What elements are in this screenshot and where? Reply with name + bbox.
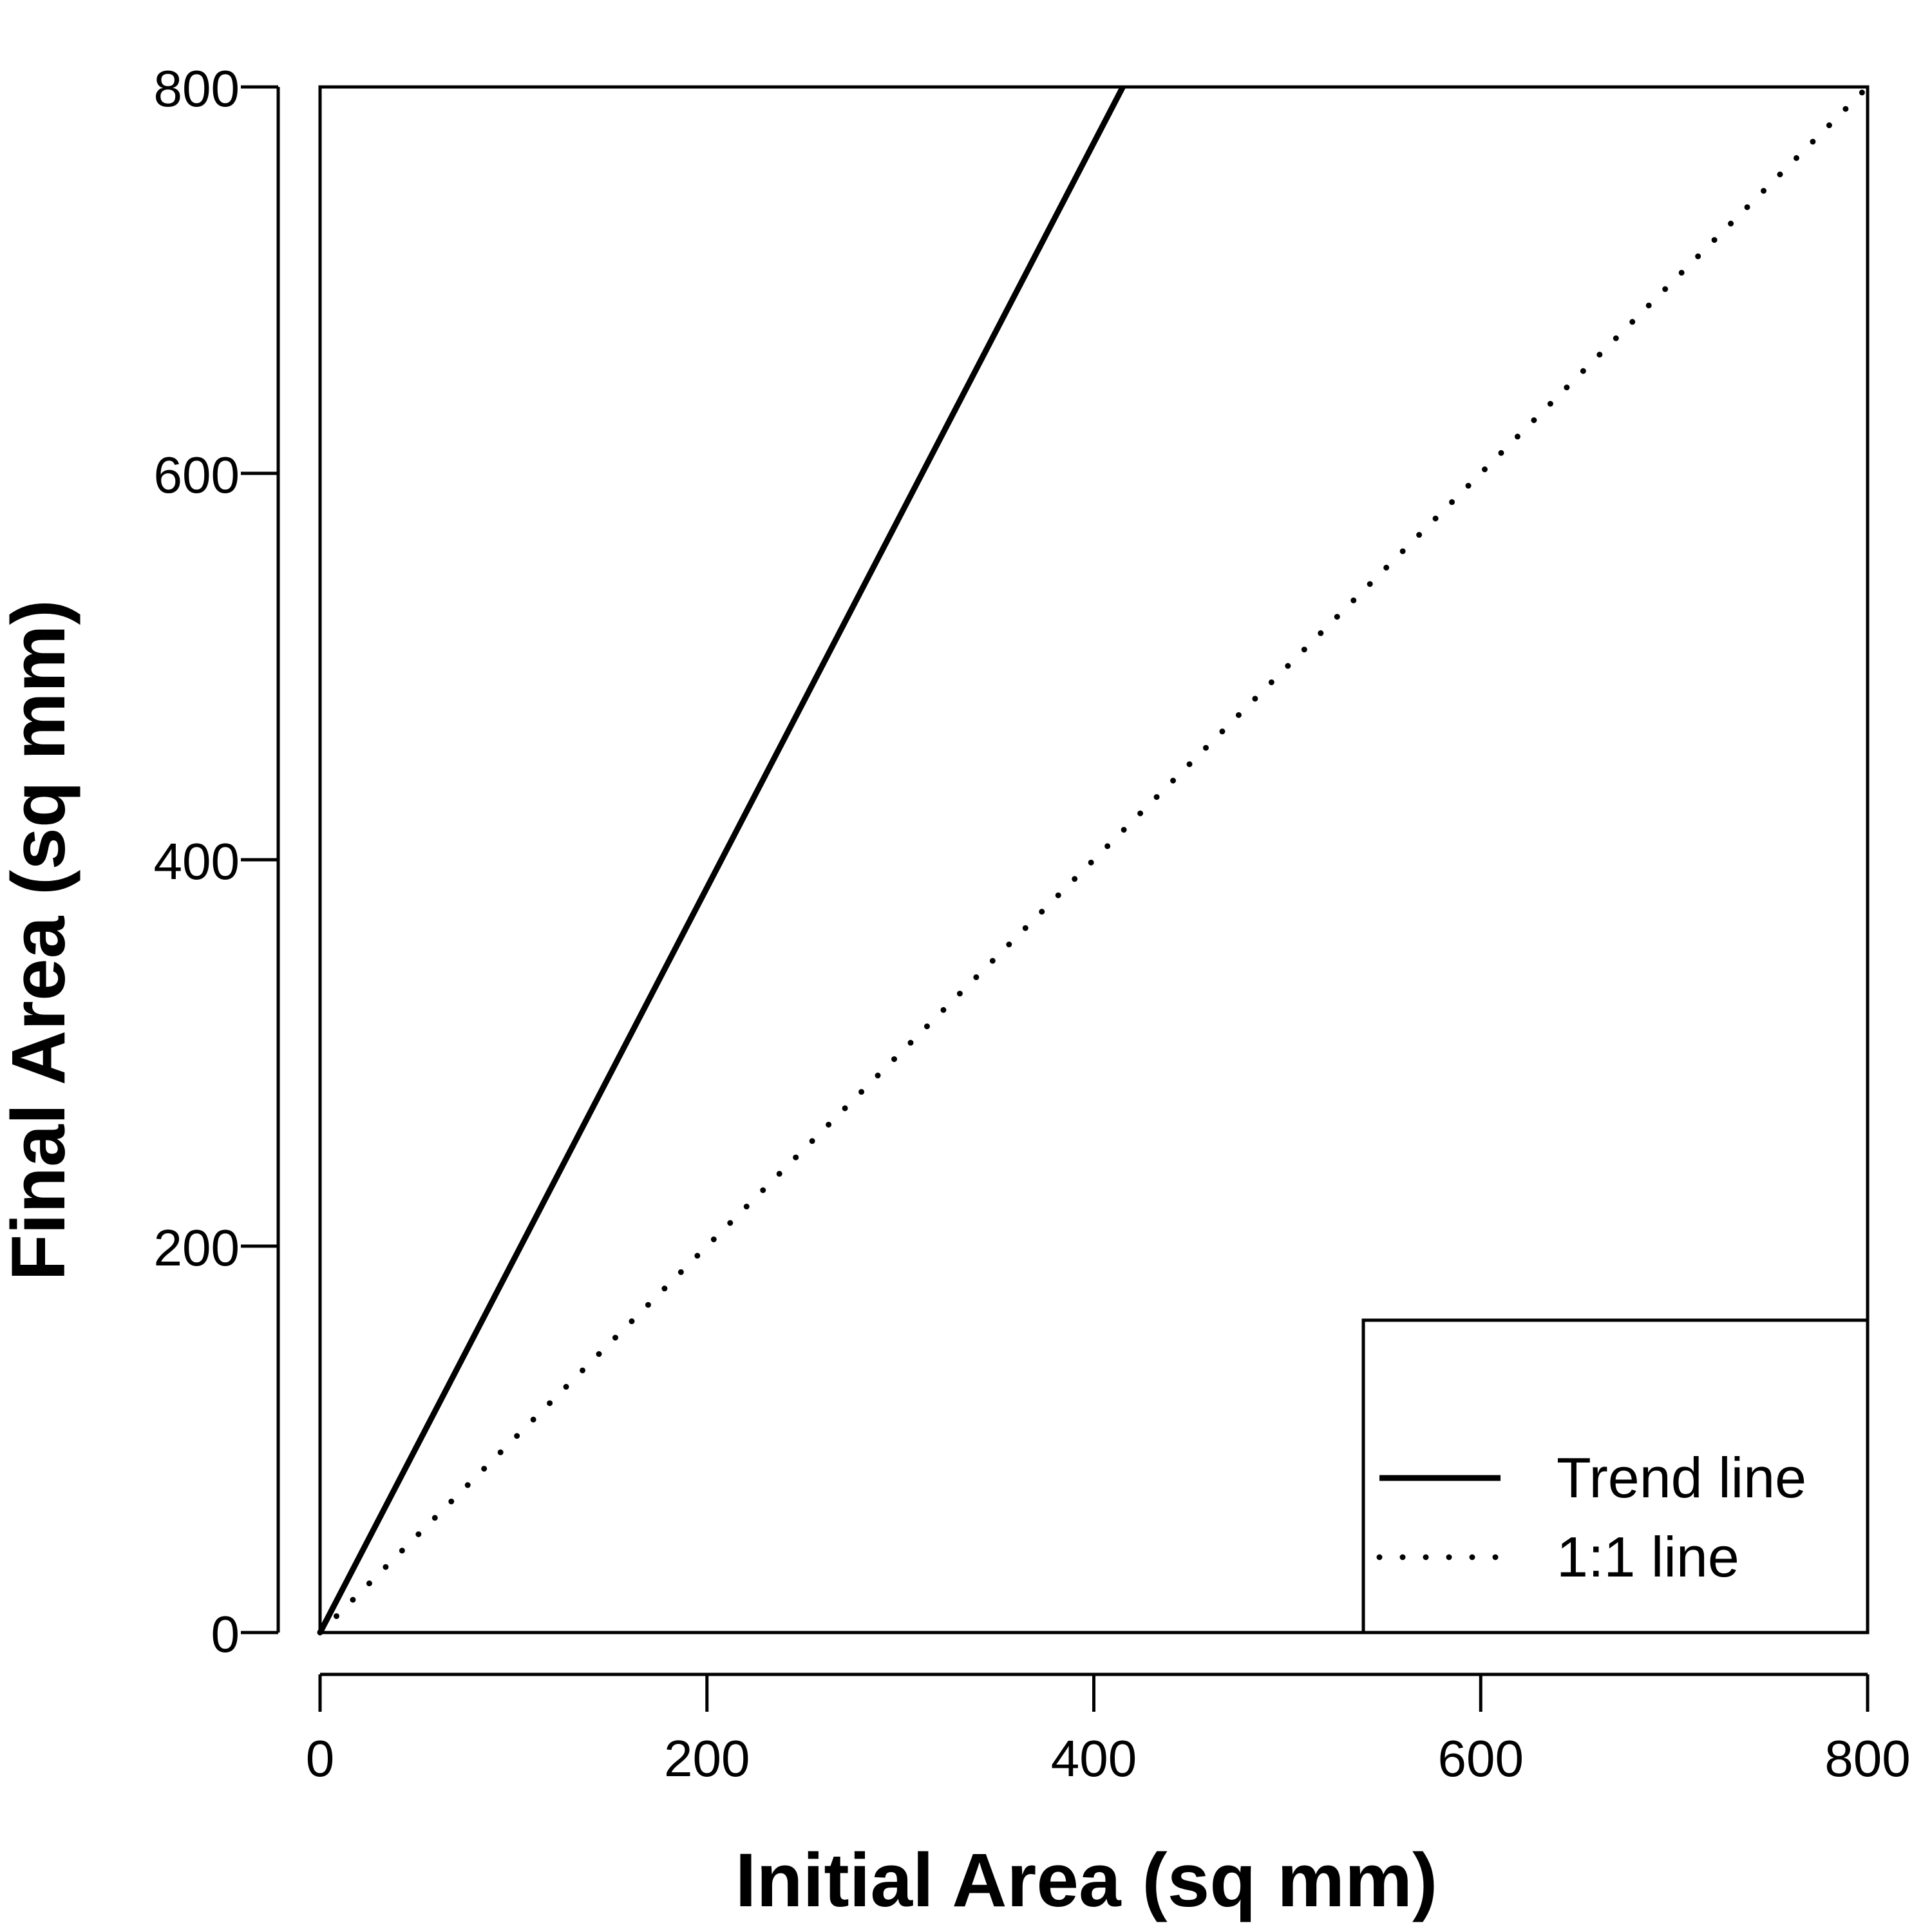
x-tick-label: 600 [1438, 1730, 1524, 1787]
x-tick-label: 0 [306, 1730, 335, 1787]
y-tick-label: 600 [154, 446, 240, 504]
x-axis: 0 200 400 600 800 [306, 1672, 1911, 1787]
series-trend-line [317, 85, 1126, 1634]
y-tick-label: 200 [154, 1219, 240, 1276]
x-tick-label: 200 [664, 1730, 750, 1787]
y-tick-label: 400 [154, 833, 240, 890]
legend: Trend line 1:1 line [1361, 1318, 1870, 1634]
y-tick-label: 0 [211, 1605, 240, 1663]
plot-frame [318, 85, 1870, 1634]
x-axis-title: Initial Area (sq mm) [735, 1838, 1438, 1923]
x-tick-label: 800 [1824, 1730, 1910, 1787]
series-layer [317, 84, 1871, 1636]
legend-label: Trend line [1557, 1446, 1806, 1510]
plot-box [318, 85, 1870, 1634]
legend-label: 1:1 line [1557, 1525, 1739, 1589]
y-tick-label: 800 [154, 60, 240, 117]
y-axis: 0 200 400 600 800 [154, 60, 280, 1663]
x-tick-label: 400 [1051, 1730, 1137, 1787]
y-axis-title: Final Area (sq mm) [0, 600, 81, 1281]
